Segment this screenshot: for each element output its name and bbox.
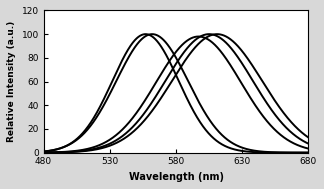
Y-axis label: Relative Intensity (a.u.): Relative Intensity (a.u.) <box>7 21 16 142</box>
X-axis label: Wavelength (nm): Wavelength (nm) <box>129 172 224 182</box>
